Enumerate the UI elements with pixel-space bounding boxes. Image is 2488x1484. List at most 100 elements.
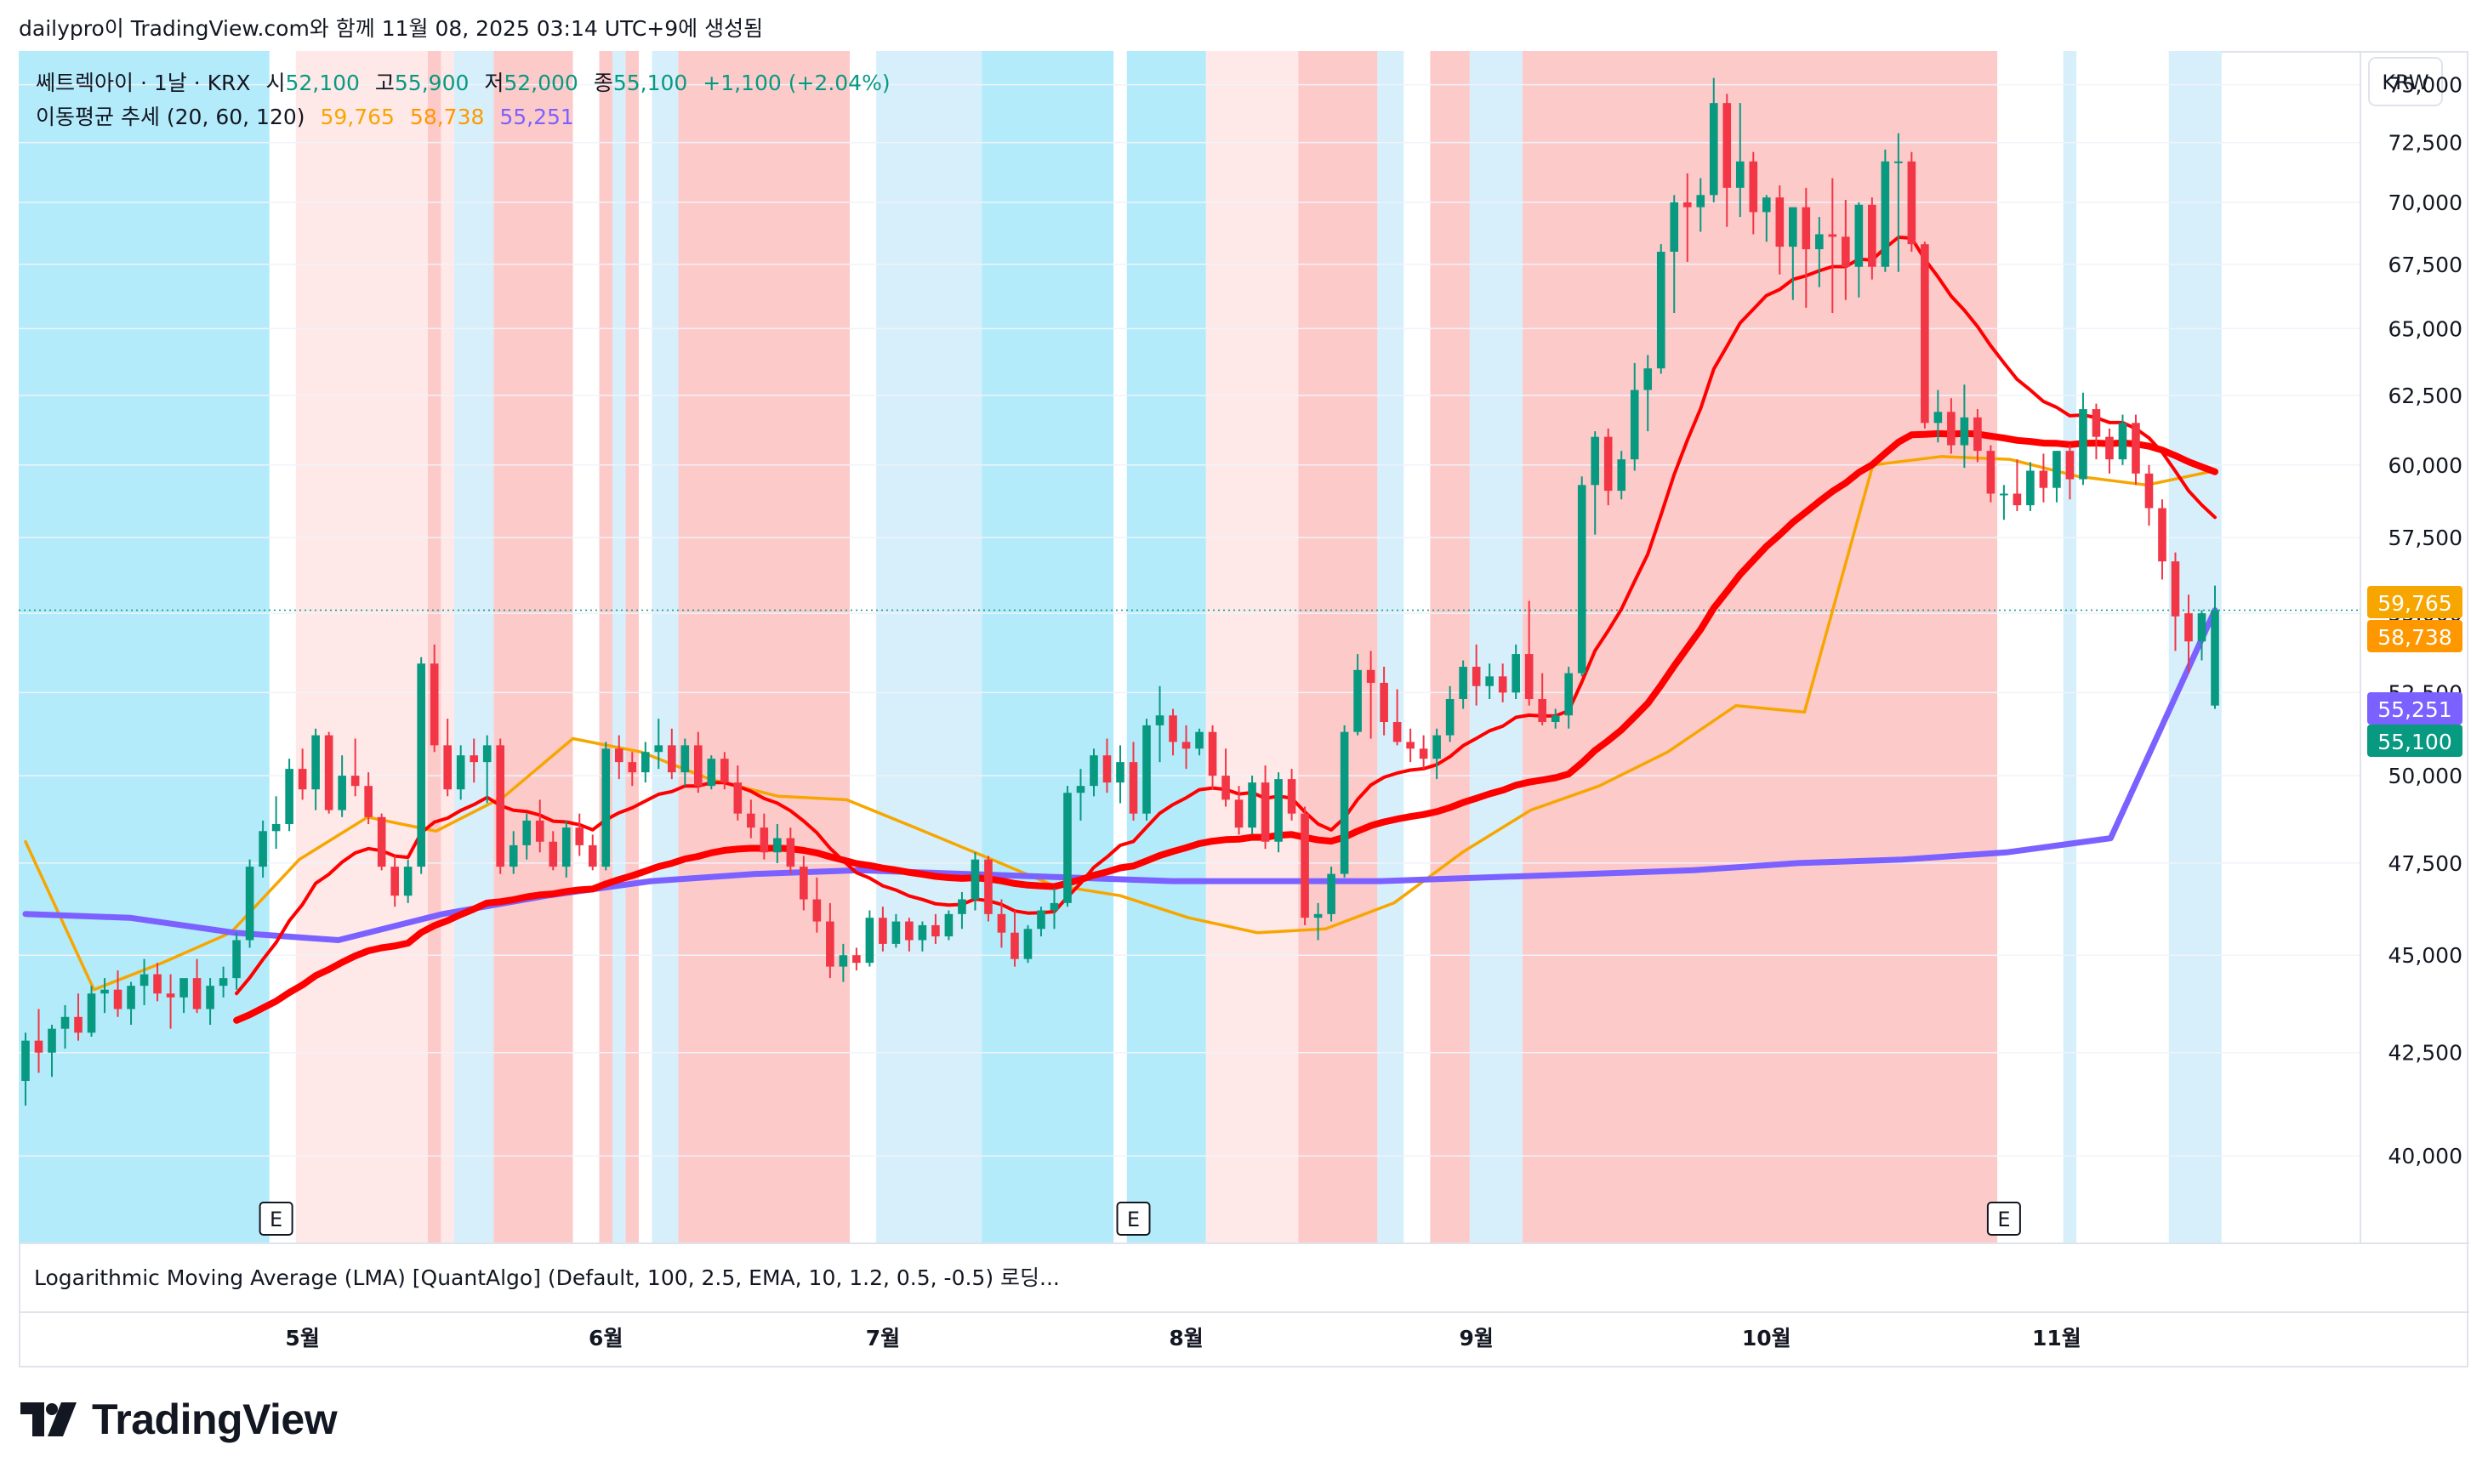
background-band-pink bbox=[441, 51, 454, 1243]
candle-body bbox=[509, 844, 518, 867]
background-band-lightblue bbox=[612, 51, 626, 1243]
background-band-white bbox=[572, 51, 600, 1243]
candle-body bbox=[614, 748, 623, 763]
candle-body bbox=[139, 974, 149, 986]
candle-body bbox=[232, 940, 241, 979]
background-band-lightblue bbox=[1377, 51, 1404, 1243]
candle-body bbox=[2118, 423, 2127, 460]
price-tick-label: 47,500 bbox=[2388, 851, 2462, 876]
candle-body bbox=[1274, 779, 1283, 842]
ma-title[interactable]: 이동평균 추세 (20, 60, 120) bbox=[36, 105, 305, 129]
candle-body bbox=[905, 921, 914, 941]
candle-body bbox=[812, 899, 822, 922]
candle-body bbox=[747, 813, 755, 828]
indicator-label[interactable]: Logarithmic Moving Average (LMA) [QuantA… bbox=[34, 1265, 1060, 1290]
background-band-lightblue bbox=[652, 51, 679, 1243]
candle-body bbox=[1353, 669, 1362, 732]
candle-body bbox=[971, 859, 980, 900]
candle-body bbox=[1591, 436, 1600, 486]
price-label-text: 55,100 bbox=[2377, 730, 2451, 754]
candle-body bbox=[2079, 409, 2087, 480]
candle-body bbox=[1221, 776, 1230, 800]
candle-body bbox=[1617, 459, 1626, 492]
high-label: 고 bbox=[374, 71, 395, 95]
candle-body bbox=[522, 820, 532, 845]
background-band-red bbox=[1522, 51, 1998, 1243]
price-tick-label: 57,500 bbox=[2388, 526, 2462, 550]
candle-body bbox=[720, 759, 729, 783]
candle-body bbox=[338, 776, 346, 810]
candle-body bbox=[2211, 610, 2219, 706]
candle-body bbox=[1472, 667, 1481, 686]
candle-body bbox=[1063, 793, 1072, 903]
month-tick-label: 6월 bbox=[589, 1326, 623, 1350]
candle-body bbox=[1102, 755, 1112, 783]
price-label-ma60 bbox=[2367, 620, 2462, 652]
candle-body bbox=[1392, 721, 1402, 742]
candle-body bbox=[1815, 234, 1824, 250]
candle-body bbox=[1670, 202, 1679, 253]
earnings-marker-label: E bbox=[1997, 1208, 2010, 1231]
background-band-red bbox=[599, 51, 613, 1243]
low-label: 저 bbox=[484, 71, 504, 95]
month-tick-label: 9월 bbox=[1459, 1326, 1493, 1350]
earnings-marker bbox=[259, 1202, 293, 1236]
candle-body bbox=[311, 735, 320, 790]
candle-body bbox=[891, 921, 901, 944]
price-tick-label: 40,000 bbox=[2388, 1144, 2462, 1168]
candlesticks bbox=[21, 77, 2219, 1106]
candle-body bbox=[2013, 493, 2022, 506]
candle-body bbox=[852, 955, 861, 964]
candle-body bbox=[482, 745, 492, 763]
candle-body bbox=[1261, 782, 1270, 842]
candle-body bbox=[2000, 493, 2008, 496]
tradingview-logo-icon bbox=[20, 1402, 77, 1436]
candle-body bbox=[298, 769, 307, 790]
candle-body bbox=[2105, 436, 2114, 460]
candle-body bbox=[1921, 244, 1929, 424]
tradingview-logo[interactable]: TradingView bbox=[20, 1395, 338, 1444]
candle-body bbox=[350, 776, 360, 787]
candle-body bbox=[1524, 654, 1534, 699]
candle-body bbox=[1340, 731, 1349, 874]
candle-body bbox=[1023, 929, 1033, 959]
candle-body bbox=[1011, 932, 1019, 959]
open-label: 시 bbox=[265, 71, 286, 95]
candle-body bbox=[48, 1028, 56, 1053]
candle-body bbox=[628, 762, 637, 773]
candle-body bbox=[575, 827, 584, 845]
symbol-info[interactable]: 쎄트렉아이 · 1날 · KRX bbox=[36, 71, 251, 95]
earnings-marker bbox=[1116, 1202, 1151, 1236]
candle-body bbox=[2144, 473, 2154, 509]
candle-body bbox=[1828, 234, 1837, 237]
candle-body bbox=[2092, 409, 2101, 437]
candle-body bbox=[918, 924, 927, 941]
background-band-red bbox=[1298, 51, 1378, 1243]
background-band-red bbox=[1430, 51, 1470, 1243]
background-band-white bbox=[1997, 51, 2064, 1243]
candle-body bbox=[470, 755, 479, 763]
candle-body bbox=[219, 978, 228, 986]
candle-body bbox=[403, 867, 413, 896]
earnings-marker-label: E bbox=[1127, 1208, 1140, 1231]
candle-body bbox=[839, 955, 848, 967]
candle-body bbox=[1868, 204, 1876, 267]
candle-body bbox=[1155, 715, 1164, 725]
candle-body bbox=[1076, 786, 1085, 793]
price-label-text: 59,765 bbox=[2377, 591, 2451, 616]
price-tick-label: 62,500 bbox=[2388, 384, 2462, 408]
candle-body bbox=[1854, 204, 1864, 267]
earnings-marker-label: E bbox=[270, 1208, 282, 1231]
candle-body bbox=[680, 745, 690, 773]
price-tick-label: 72,500 bbox=[2388, 131, 2462, 156]
candle-body bbox=[417, 663, 425, 867]
candle-body bbox=[34, 1040, 43, 1053]
candle-body bbox=[1169, 715, 1177, 742]
candle-body bbox=[1960, 417, 1969, 446]
candle-body bbox=[773, 838, 782, 853]
candle-body bbox=[1142, 725, 1151, 814]
ma60-value: 58,738 bbox=[409, 105, 485, 129]
candle-body bbox=[944, 913, 954, 937]
background-band-lightblue bbox=[876, 51, 982, 1243]
